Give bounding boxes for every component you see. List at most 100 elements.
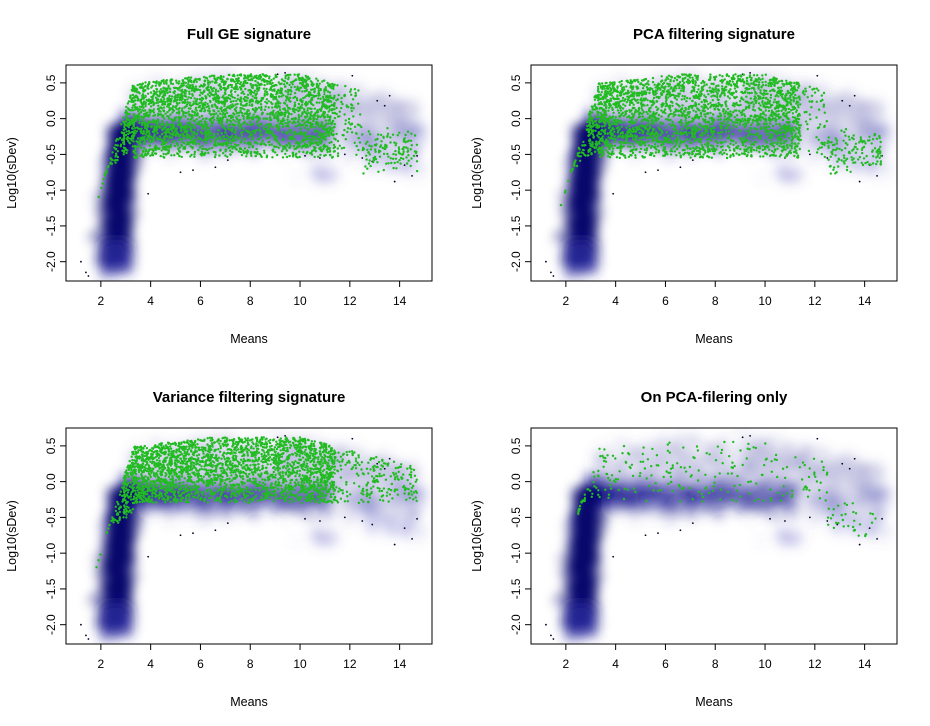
gene-point: [306, 107, 310, 110]
gene-point: [306, 127, 310, 130]
gene-point: [713, 152, 716, 155]
gene-point: [671, 123, 675, 126]
gene-point: [221, 143, 225, 147]
gene-point: [653, 154, 656, 158]
gene-point: [181, 140, 184, 144]
gene-point: [376, 137, 379, 141]
gene-point: [200, 84, 203, 87]
gene-point: [684, 119, 687, 122]
gene-point: [256, 123, 259, 126]
gene-point: [306, 119, 310, 122]
gene-point: [142, 97, 145, 100]
gene-point: [725, 105, 728, 108]
gene-point: [780, 89, 783, 92]
gene-point: [647, 80, 650, 83]
gene-point: [243, 141, 246, 145]
gene-point: [248, 112, 251, 115]
gene-point: [307, 91, 311, 94]
gene-point: [162, 87, 165, 90]
gene-point: [727, 130, 731, 133]
gene-point: [688, 131, 691, 134]
gene-point: [189, 96, 193, 100]
gene-point: [582, 149, 585, 152]
gene-point: [713, 136, 716, 140]
gene-point: [125, 151, 128, 155]
gene-point: [759, 127, 762, 131]
gene-point: [194, 142, 197, 145]
gene-point: [191, 85, 195, 89]
gene-point: [338, 110, 341, 113]
gene-point: [703, 109, 706, 113]
gene-point: [217, 97, 220, 100]
gene-point: [852, 134, 855, 137]
gene-point: [667, 74, 671, 78]
gene-point: [231, 127, 234, 130]
gene-point: [251, 85, 254, 89]
gene-point: [245, 96, 248, 99]
gene-point: [204, 132, 207, 136]
gene-point: [791, 89, 794, 92]
gene-point: [171, 108, 174, 111]
gene-point: [293, 104, 297, 108]
gene-point: [836, 160, 839, 163]
gene-point: [397, 150, 400, 153]
gene-point: [334, 138, 337, 141]
gene-point: [288, 142, 291, 145]
gene-point: [133, 129, 136, 132]
gene-point: [611, 137, 614, 140]
outlier-point: [848, 104, 851, 107]
gene-point: [318, 125, 321, 129]
gene-point: [136, 137, 140, 140]
gene-point: [285, 82, 289, 85]
gene-point: [174, 133, 177, 136]
gene-point: [187, 96, 190, 99]
gene-point: [244, 99, 248, 102]
gene-point: [326, 145, 329, 148]
gene-point: [326, 131, 329, 134]
gene-point: [333, 94, 336, 98]
gene-point: [285, 155, 289, 159]
gene-point: [267, 100, 270, 103]
gene-point: [328, 83, 331, 86]
gene-point: [293, 85, 296, 89]
gene-point: [212, 113, 216, 116]
gene-point: [157, 113, 160, 116]
gene-point: [642, 136, 645, 139]
gene-point: [620, 79, 623, 83]
gene-point: [232, 73, 235, 77]
gene-point: [190, 130, 193, 133]
gene-point: [793, 81, 796, 85]
gene-point: [313, 141, 317, 144]
gene-point: [137, 142, 141, 145]
x-axis-label: Means: [230, 332, 268, 346]
gene-point: [731, 80, 734, 84]
gene-point: [195, 122, 198, 126]
gene-point: [241, 107, 244, 110]
gene-point: [707, 137, 711, 141]
gene-point: [750, 82, 753, 85]
gene-point: [652, 138, 656, 142]
gene-point: [169, 82, 173, 85]
gene-point: [768, 99, 772, 103]
gene-point: [247, 75, 250, 78]
gene-point: [324, 119, 327, 122]
gene-point: [267, 141, 270, 144]
gene-point: [227, 114, 231, 118]
gene-point: [861, 163, 865, 167]
gene-point: [761, 74, 764, 77]
gene-point: [201, 117, 204, 121]
gene-point: [198, 120, 201, 123]
gene-point: [197, 148, 200, 152]
gene-point: [221, 78, 224, 81]
gene-point: [394, 144, 397, 147]
gene-point: [314, 125, 317, 129]
gene-point: [851, 149, 854, 152]
gene-point: [620, 140, 623, 144]
gene-point: [644, 77, 648, 81]
gene-point: [175, 105, 178, 108]
gene-point: [209, 113, 213, 117]
gene-point: [292, 145, 296, 148]
gene-point: [654, 151, 658, 154]
gene-point: [285, 149, 289, 152]
gene-point: [207, 126, 210, 130]
